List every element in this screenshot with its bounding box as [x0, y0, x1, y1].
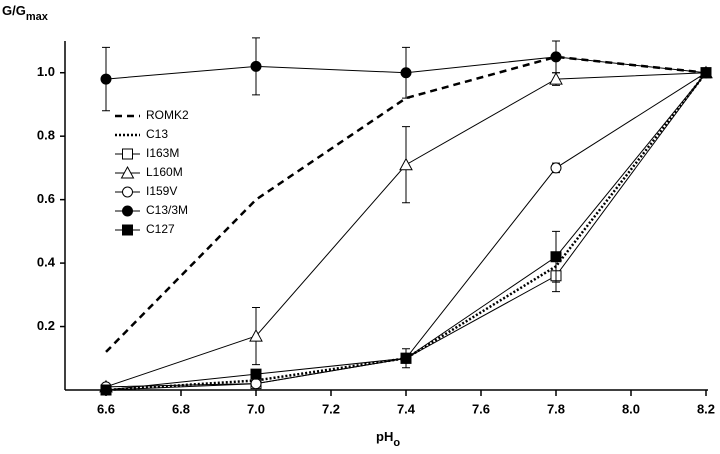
series-line	[105, 71, 707, 392]
legend-label: C127	[146, 222, 175, 236]
legend-label: C13	[146, 127, 168, 141]
legend-label: ROMK2	[146, 108, 189, 122]
legend-marker	[120, 165, 135, 179]
legend-marker	[122, 148, 133, 160]
marker	[550, 251, 562, 263]
legend-marker	[122, 205, 133, 217]
y-tick-label: 0.6	[37, 191, 55, 206]
marker	[250, 368, 262, 380]
marker	[250, 60, 262, 72]
series-line	[105, 72, 707, 388]
marker	[100, 384, 112, 396]
marker	[250, 378, 262, 390]
x-label-main: pH	[376, 429, 393, 444]
x-tick-label: 6.6	[97, 401, 115, 416]
x-tick-label: 8.0	[622, 401, 640, 416]
marker	[550, 51, 562, 63]
x-tick-label: 7.4	[397, 401, 416, 416]
y-tick-label: 1.0	[37, 64, 55, 79]
marker	[700, 67, 712, 79]
y-tick-label: 0.2	[37, 318, 55, 333]
marker	[100, 73, 112, 85]
series-line	[105, 72, 707, 391]
x-tick-label: 8.2	[697, 401, 715, 416]
y-tick-label: 0.8	[37, 128, 55, 143]
x-label-sub: o	[393, 437, 400, 449]
x-tick-label: 6.8	[172, 401, 190, 416]
series-line	[105, 72, 707, 391]
x-tick-label: 7.0	[247, 401, 265, 416]
y-tick-label: 0.4	[37, 255, 56, 270]
series-line	[105, 72, 707, 388]
legend-label: I163M	[146, 146, 179, 160]
marker	[549, 72, 563, 85]
x-tick-label: 7.6	[472, 401, 490, 416]
marker	[550, 162, 562, 174]
y-label-main: G/G	[2, 3, 26, 18]
legend-marker	[122, 186, 133, 198]
series-line	[105, 55, 707, 353]
x-axis-label: pHo	[376, 429, 400, 448]
marker	[249, 329, 263, 342]
y-axis-label: G/Gmax	[2, 3, 49, 22]
marker	[400, 67, 412, 79]
y-label-sub: max	[26, 11, 49, 23]
legend-marker	[122, 224, 133, 236]
marker	[400, 352, 412, 364]
marker	[399, 157, 413, 171]
x-tick-label: 7.2	[322, 401, 340, 416]
legend-label: L160M	[146, 165, 183, 179]
legend-label: I159V	[146, 184, 177, 198]
x-tick-label: 7.8	[547, 401, 565, 416]
legend-label: C13/3M	[146, 203, 188, 217]
